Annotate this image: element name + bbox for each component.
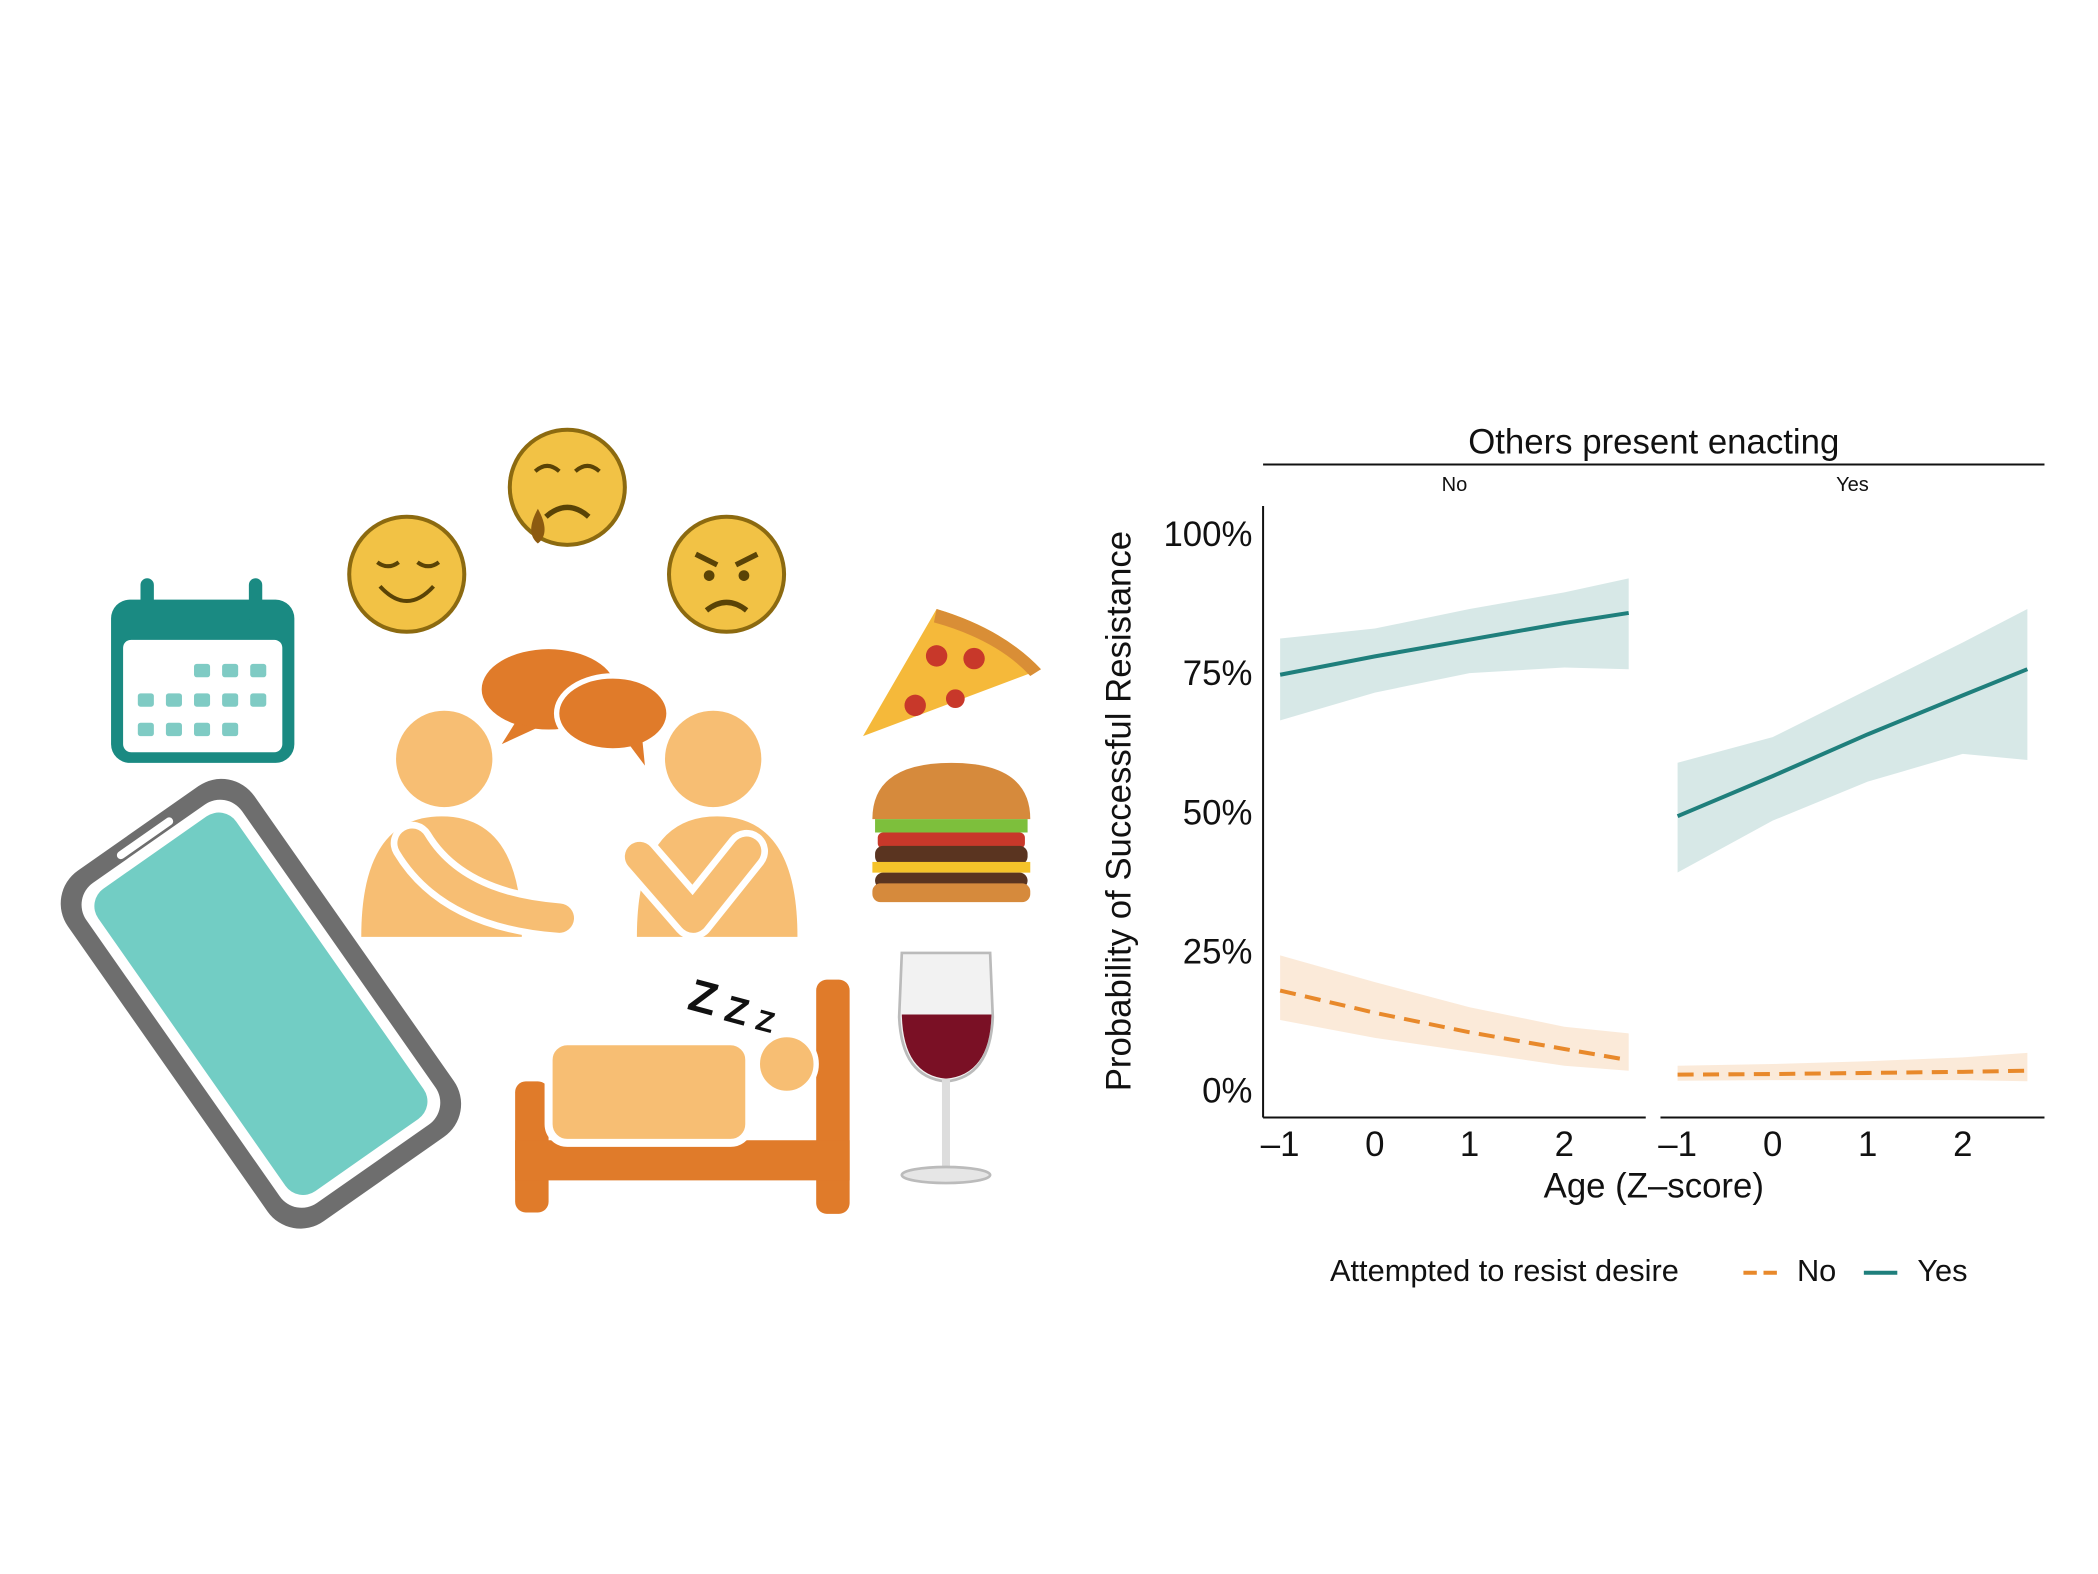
y-axis-label: Probability of Successful Resistance: [1100, 531, 1138, 1091]
burger-icon: [872, 762, 1031, 903]
pizza-icon: [863, 609, 1041, 737]
series-line: [1677, 1068, 2028, 1077]
strip-label: Yes: [1836, 474, 1869, 496]
emoji-sad: [507, 427, 627, 547]
x-tick-label: –1: [1261, 1126, 1300, 1164]
y-tick-label: 25%: [1183, 934, 1253, 972]
legend-label: No: [1797, 1253, 1836, 1288]
x-tick-label: 2: [1555, 1126, 1574, 1164]
series-line: [1279, 610, 1630, 677]
series-line: [1676, 667, 2029, 819]
phone-icon: [60, 778, 462, 1229]
confidence-band: [1280, 578, 1629, 721]
strip-label: No: [1442, 474, 1468, 496]
x-tick-label: 0: [1365, 1126, 1384, 1164]
confidence-band: [1280, 955, 1629, 1071]
x-tick-label: 0: [1763, 1126, 1782, 1164]
x-axis-label: Age (Z–score): [1544, 1168, 1764, 1206]
emoji-angry: [666, 514, 787, 634]
x-tick-label: –1: [1658, 1126, 1697, 1164]
sleep-icon: Z Z Z: [515, 969, 850, 1214]
y-tick-label: 50%: [1183, 794, 1253, 832]
chart: Others present enacting Age (Z–score) Pr…: [1100, 424, 2045, 1288]
series-line: [1279, 988, 1630, 1063]
x-tick-label: 2: [1953, 1126, 1972, 1164]
legend-title: Attempted to resist desire: [1330, 1253, 1679, 1288]
y-tick-label: 75%: [1183, 655, 1253, 693]
wine-icon: [897, 951, 995, 1185]
x-tick-label: 1: [1460, 1126, 1479, 1164]
calendar-icon: [111, 578, 295, 763]
y-tick-label: 100%: [1163, 516, 1252, 554]
emoji-content: [347, 514, 467, 634]
legend-label: Yes: [1917, 1253, 1967, 1288]
y-tick-label: 0%: [1202, 1073, 1252, 1111]
facet-title: Others present enacting: [1468, 424, 1839, 462]
people-talking: [361, 649, 798, 940]
x-tick-label: 1: [1858, 1126, 1877, 1164]
